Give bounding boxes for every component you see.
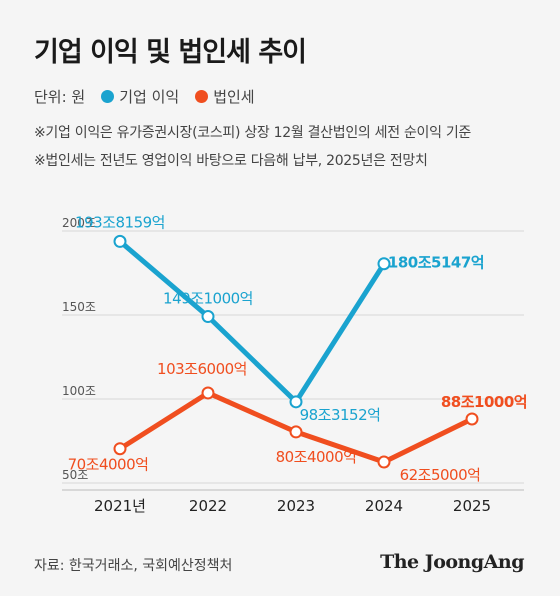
- chart-title: 기업 이익 및 법인세 추이: [34, 37, 307, 68]
- legend-dot-corporate-profit: [101, 90, 115, 103]
- series-line-corporate-profit: [117, 238, 387, 405]
- note-tax-basis: ※법인세는 전년도 영업이익 바탕으로 다음해 납부, 2025년은 전망치: [34, 153, 428, 169]
- data-point-corporate-tax: [201, 386, 215, 400]
- legend-label-corporate-tax: 법인세: [213, 88, 255, 106]
- y-tick-label: 200조: [62, 216, 96, 230]
- legend-dot-corporate-tax: [195, 90, 209, 103]
- data-label-corporate-profit: 180조5147억: [388, 254, 484, 272]
- note-profit-basis: ※기업 이익은 유가증권시장(코스피) 상장 12월 결산법인의 세전 순이익 …: [34, 125, 471, 141]
- data-label-corporate-tax: 80조4000억: [276, 448, 357, 466]
- data-label-corporate-profit: 193조8159억: [75, 213, 165, 231]
- y-tick-label: 150조: [62, 300, 96, 314]
- data-point-corporate-tax: [377, 455, 391, 469]
- unit-label: 단위: 원: [34, 88, 86, 106]
- data-label-corporate-profit: 98조3152억: [300, 406, 381, 424]
- data-label-corporate-tax: 70조4000억: [68, 456, 149, 474]
- legend: 단위: 원 기업 이익 법인세: [34, 86, 255, 107]
- data-point-corporate-tax: [289, 425, 303, 439]
- y-tick-label: 50조: [62, 468, 88, 482]
- data-point-corporate-profit: [289, 395, 303, 409]
- x-tick-label: 2022: [189, 497, 227, 515]
- legend-label-corporate-profit: 기업 이익: [119, 88, 180, 106]
- data-label-corporate-profit: 149조1000억: [163, 290, 253, 308]
- data-label-corporate-tax: 103조6000억: [157, 360, 247, 378]
- x-tick-label: 2021년: [94, 497, 146, 515]
- data-point-corporate-profit: [113, 234, 127, 248]
- x-tick-label: 2024: [365, 497, 403, 515]
- y-tick-label: 100조: [62, 384, 96, 398]
- brand-logo: The JoongAng: [380, 551, 524, 573]
- data-point-corporate-tax: [113, 442, 127, 456]
- data-point-corporate-profit: [377, 257, 391, 271]
- x-tick-label: 2025: [453, 497, 491, 515]
- data-point-corporate-profit: [201, 310, 215, 324]
- data-point-corporate-tax: [465, 412, 479, 426]
- data-label-corporate-tax: 88조1000억: [441, 393, 527, 411]
- source-note: 자료: 한국거래소, 국회예산정책처: [34, 558, 233, 574]
- data-label-corporate-tax: 62조5000억: [400, 466, 481, 484]
- x-tick-label: 2023: [277, 497, 315, 515]
